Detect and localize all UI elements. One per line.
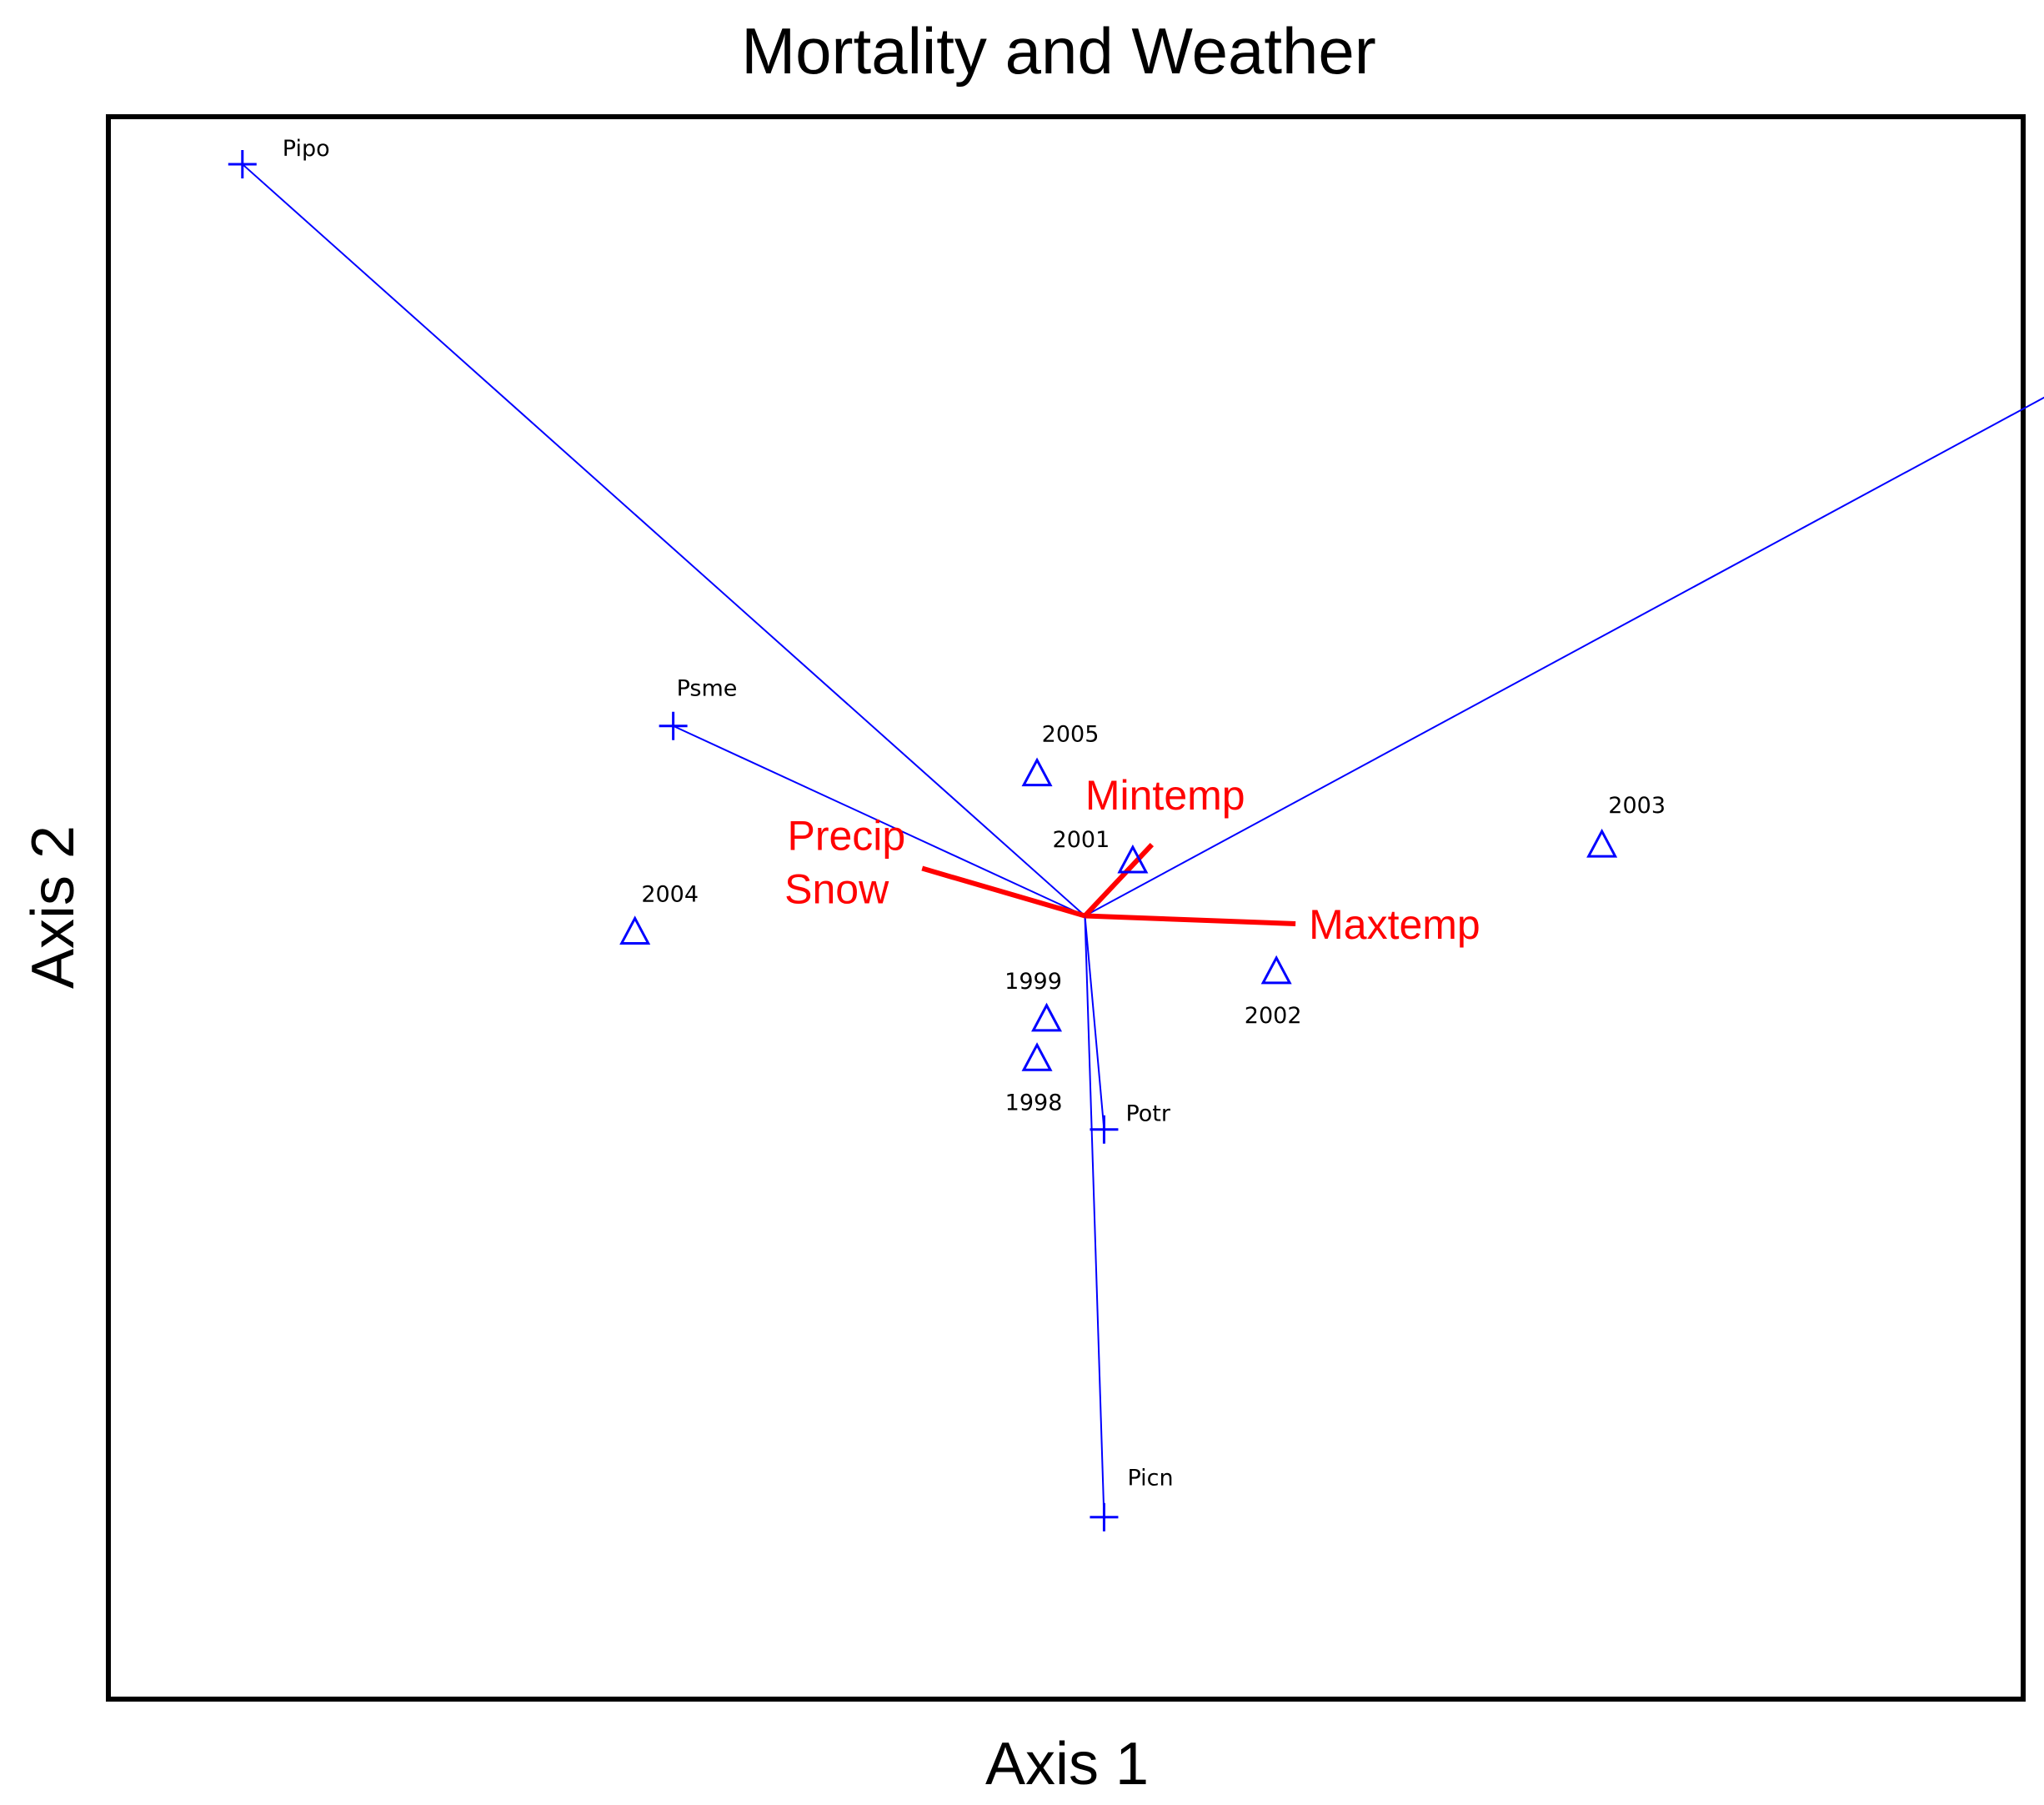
species-vector-picn — [1084, 915, 1105, 1517]
species-vector-abco — [1084, 396, 2044, 917]
year-marker-1999 — [1031, 1002, 1063, 1032]
weather-label-mintemp: Mintemp — [1085, 772, 1245, 819]
year-label-2005: 2005 — [1042, 722, 1100, 748]
species-marker-picn — [1090, 1502, 1119, 1532]
weather-vectors — [921, 843, 1296, 926]
species-vector-pipo — [242, 163, 1086, 917]
year-marker-2001 — [1117, 844, 1149, 874]
species-label-pipo: Pipo — [283, 136, 330, 162]
year-marker-1998 — [1021, 1042, 1053, 1071]
year-label-2003: 2003 — [1608, 793, 1666, 819]
y-axis-label: Axis 2 — [20, 825, 87, 989]
year-marker-2004 — [619, 915, 651, 945]
year-label-1998: 1998 — [1005, 1090, 1063, 1116]
point-labels: PipoPsmeAbcoPotrPicn20052001200320042002… — [283, 136, 1666, 1492]
species-marker-psme — [659, 711, 688, 740]
year-marker-2005 — [1021, 757, 1053, 787]
weather-label-maxtemp: Maxtemp — [1309, 901, 1480, 948]
x-axis-label: Axis 1 — [985, 1731, 1149, 1797]
species-label-psme: Psme — [677, 676, 738, 702]
year-marker-2003 — [1586, 828, 1618, 858]
weather-label-precip: Precip — [787, 813, 905, 860]
chart-title: Mortality and Weather — [741, 14, 1376, 88]
year-label-2002: 2002 — [1245, 1003, 1302, 1029]
species-vector-potr — [1084, 915, 1105, 1130]
year-label-2001: 2001 — [1053, 827, 1110, 853]
species-vectors — [242, 163, 2044, 1517]
species-label-potr: Potr — [1125, 1101, 1170, 1127]
weather-vector-maxtemp — [1085, 913, 1296, 926]
weather-label-snow: Snow — [784, 866, 889, 913]
weather-vector-mintemp — [1083, 843, 1155, 918]
species-marker-pipo — [228, 149, 257, 178]
species-marker-potr — [1090, 1115, 1119, 1144]
year-label-1999: 1999 — [1004, 969, 1062, 995]
year-label-2004: 2004 — [641, 881, 699, 907]
weather-vector-precip — [921, 865, 1086, 919]
plot-frame — [106, 114, 2026, 1702]
species-vector-psme — [673, 725, 1085, 917]
species-label-picn: Picn — [1127, 1466, 1173, 1492]
year-marker-2002 — [1260, 955, 1292, 985]
point-markers — [228, 149, 1618, 1532]
